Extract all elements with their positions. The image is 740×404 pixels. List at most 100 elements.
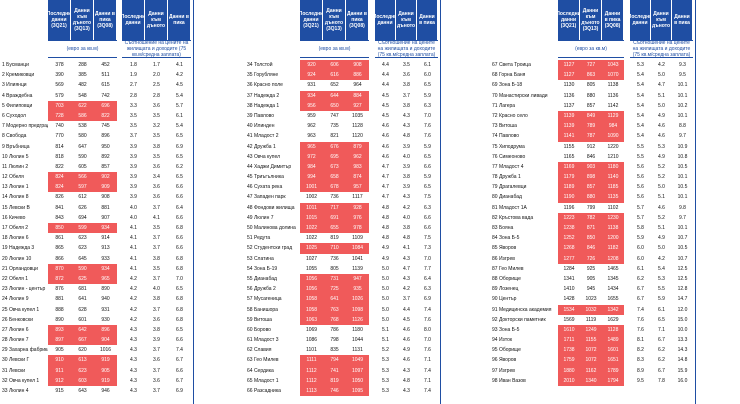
ratio-cell: 6.6 — [176, 214, 183, 221]
district-name: 95 Оборище — [492, 347, 521, 354]
price-cell: 695 — [323, 151, 346, 162]
table-row: 44 Хаджи Димитър 984 673 983 4.7 3.9 6.6 — [245, 161, 438, 173]
ratio-cell: 3.8 — [403, 174, 410, 181]
price-cell: 984 — [300, 161, 323, 173]
ratio-cell: 5.7 — [637, 214, 644, 221]
price-cell: 1050 — [346, 375, 369, 386]
ratio-cell: 9.7 — [679, 133, 686, 140]
ratio-cell: 10.5 — [677, 245, 688, 252]
ratio-cell: 4.3 — [130, 337, 137, 344]
price-cell: 1155 — [563, 143, 575, 150]
price-cell: 886 — [346, 70, 369, 81]
price-cell: 741 — [323, 365, 346, 376]
ratio-cell: 6.7 — [658, 367, 665, 374]
table-row: 25 Овча купел 1 888 628 931 4.2 3.7 6.8 — [0, 305, 191, 315]
price-cell: 1138 — [602, 223, 624, 234]
price-unit-text: (евро за кв.м) — [48, 40, 117, 58]
price-cell: 1268 — [558, 243, 580, 254]
district-name: 22 Обеля 1 — [2, 275, 29, 282]
district-name: 62 Славия — [247, 347, 272, 354]
ratio-cell: 4.0 — [130, 204, 137, 211]
price-unit-label: (евро за кв.м) — [48, 40, 117, 58]
ratio-cell: 4.1 — [130, 225, 137, 231]
ratio-cell: 3.6 — [153, 316, 160, 323]
ratio-cell: 4.7 — [382, 194, 389, 201]
ratio-cell: 3.8 — [403, 82, 410, 89]
price-cell: 909 — [94, 182, 117, 193]
price-cell: 1651 — [602, 355, 624, 366]
ratio-cell: 5.9 — [424, 174, 431, 181]
ratio-cell: 6.5 — [176, 326, 183, 333]
district-name: 8 Свобода — [2, 133, 27, 140]
district-name: 70 Манастирски ливади — [492, 92, 548, 99]
price-header: Последни данни (3Q21) Данни към дъното (3… — [556, 0, 624, 40]
district-name: 75 Хиподрума — [492, 143, 525, 150]
ratio-cell: 2.8 — [153, 92, 160, 99]
price-cell: 1165 — [563, 153, 575, 160]
price-cell: 1015 — [300, 212, 323, 223]
table-row: 2 Кремиковци 390 385 511 1.9 2.0 4.2 — [0, 70, 191, 80]
price-cell: 934 — [300, 90, 323, 101]
district-name: 97 Изгрев — [492, 367, 515, 374]
ratio-cell: 3.6 — [403, 72, 410, 79]
ratio-cell: 4.7 — [382, 174, 389, 181]
ratio-cell: 4.3 — [403, 112, 410, 119]
ratio-cell: 5.6 — [637, 174, 644, 181]
table-row: 35 Горубляне 924 616 886 4.4 3.6 6.0 — [245, 70, 438, 81]
price-cell: 1489 — [602, 335, 624, 346]
price-cell: 931 — [101, 306, 110, 313]
ratio-cell: 3.9 — [130, 194, 137, 201]
ratio-cell: 4.3 — [130, 326, 137, 333]
ratio-cell: 8.0 — [424, 326, 431, 333]
price-cell: 1063 — [300, 314, 323, 325]
price-header-cell: Данни към дъното (3Q13) — [580, 0, 602, 40]
ratio-cell: 4.3 — [403, 255, 410, 262]
district-name: 81 Младост 1А — [492, 204, 527, 211]
price-cell: 945 — [586, 286, 596, 293]
price-cell: 1035 — [351, 112, 364, 119]
ratio-cell: 5.1 — [382, 337, 389, 344]
ratio-cell: 10.9 — [677, 143, 688, 150]
ratio-cell: 3.5 — [130, 123, 137, 130]
panel-divider — [193, 0, 194, 404]
price-cell: 728 — [48, 110, 71, 122]
index-header: Последни данни Данни към дъното Данни в пи… — [373, 0, 438, 40]
table-row: 27 Люлин 6 893 642 896 4.3 3.8 6.5 — [0, 324, 191, 336]
ratio-cell: 5.6 — [637, 163, 644, 170]
ratio-cell: 5.4 — [176, 92, 183, 99]
price-cell: 1139 — [558, 121, 580, 132]
district-name: 52 Студентски град — [247, 245, 293, 252]
ratio-cell: 5.0 — [658, 72, 665, 79]
table-row: 48 Фондови жилища 1011 717 928 4.8 4.2 6.3 — [245, 202, 438, 213]
ratio-cell: 6.7 — [637, 286, 644, 293]
price-cell: 1252 — [558, 233, 580, 244]
ratio-cell: 4.8 — [382, 214, 389, 221]
price-cell: 920 — [300, 60, 323, 71]
ratio-cell: 5.0 — [382, 275, 389, 282]
price-cell: 1738 — [558, 345, 580, 356]
ratio-cell: 6.1 — [176, 112, 183, 119]
ratio-cell: 7.5 — [424, 194, 431, 201]
ratio-cell: 5.1 — [658, 194, 665, 201]
district-name: 76 Симеоново — [492, 153, 526, 160]
price-cell: 841 — [55, 204, 64, 211]
price-cell: 681 — [78, 286, 87, 293]
price-cell: 1180 — [352, 326, 363, 333]
table-row: 54 Зона Б-19 1055 805 1139 5.0 4.7 7.7 — [245, 264, 438, 274]
ratio-cell: 3.8 — [153, 143, 160, 150]
ratio-cell: 4.3 — [130, 367, 137, 374]
table-row: 91 Медицинска академия 1534 1032 1342 7.4 6.1… — [490, 304, 693, 315]
price-cell: 1072 — [580, 355, 602, 366]
ratio-cell: 14.7 — [677, 296, 688, 303]
price-cell: 1569 — [563, 316, 575, 323]
price-cell: 1345 — [607, 275, 619, 282]
district-name: 90 Център — [492, 296, 517, 303]
ratio-cell: 3.6 — [153, 184, 160, 191]
district-name: 66 Разсадника — [247, 388, 281, 394]
price-cell: 789 — [580, 121, 602, 132]
price-cell: 794 — [323, 355, 346, 366]
price-cell: 1102 — [607, 204, 619, 211]
ratio-cell: 6.8 — [176, 265, 183, 272]
ratio-cell: 4.8 — [382, 204, 389, 211]
ratio-cell: 6.2 — [637, 275, 644, 282]
